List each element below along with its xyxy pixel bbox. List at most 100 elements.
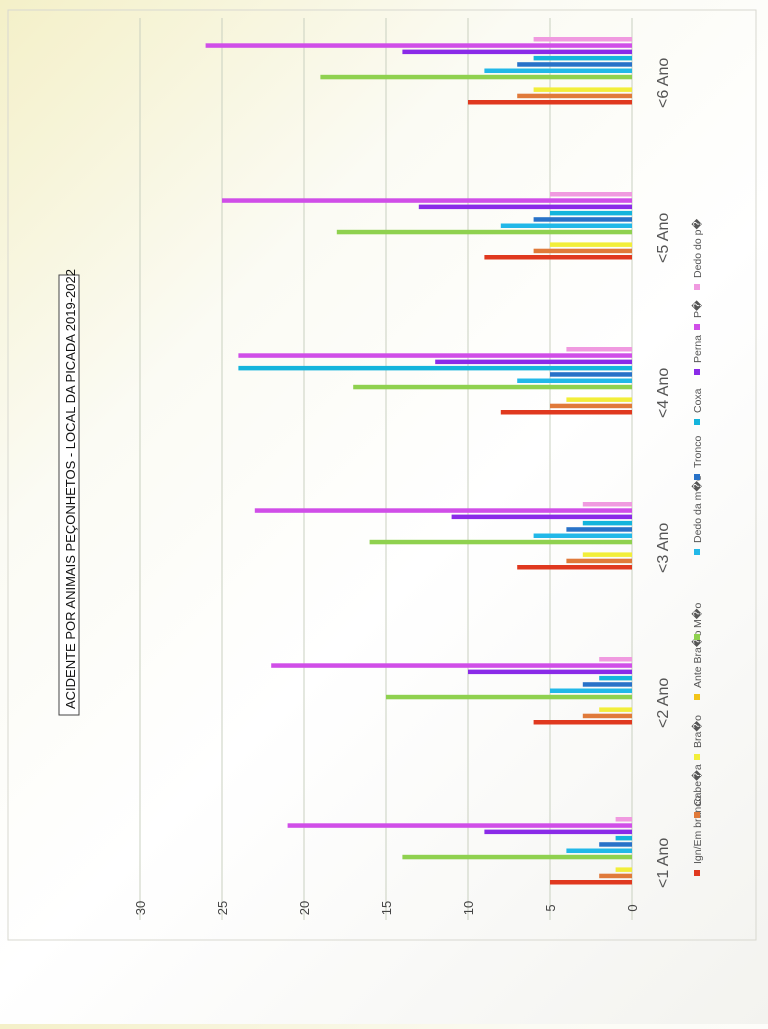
y-tick-label: 5 [543, 904, 558, 911]
legend-swatch [694, 549, 700, 555]
bar [320, 74, 632, 80]
y-axis-ticks: 0 5 10 15 20 25 30 [133, 901, 640, 915]
legend-label: Coxa [692, 388, 704, 413]
bar [468, 669, 632, 675]
bar [566, 347, 632, 352]
y-tick-label: 10 [461, 901, 476, 915]
bar [402, 854, 632, 860]
legend-swatch [694, 284, 700, 290]
legend-label: Ante Bra�o [690, 630, 704, 688]
bar [517, 62, 632, 67]
bar [566, 848, 632, 853]
y-tick-label: 0 [625, 904, 640, 911]
bar [566, 397, 632, 402]
category-label: <3 Ano [655, 523, 672, 573]
bar [566, 527, 632, 532]
legend-label: Tronco [692, 436, 704, 468]
bar [533, 87, 632, 92]
bar [582, 552, 632, 557]
bar [566, 558, 632, 564]
bar [550, 403, 632, 409]
bar [582, 502, 632, 507]
legend-label: M�o [690, 602, 704, 628]
bar [353, 384, 632, 390]
bar [402, 49, 632, 55]
bar [484, 255, 632, 260]
legend-label: Perna [692, 335, 704, 363]
bar [517, 378, 632, 383]
legend-swatch [694, 324, 700, 330]
bar [615, 835, 632, 841]
bar [582, 682, 632, 687]
legend-swatch [694, 754, 700, 760]
category-label: <2 Ano [655, 678, 672, 728]
bar [271, 663, 632, 668]
bar [615, 817, 632, 822]
bar [254, 508, 633, 513]
bar [599, 707, 632, 712]
bar [500, 223, 632, 228]
legend-label: P� [690, 299, 704, 318]
bar [205, 43, 632, 48]
bar [599, 675, 632, 681]
legend-swatch [694, 694, 700, 700]
bar [582, 520, 632, 526]
legend-label: Cabe�a [690, 764, 704, 806]
chart-title: ACIDENTE POR ANIMAIS PEÇONHETOS - LOCAL … [63, 269, 78, 709]
bar [386, 694, 632, 700]
bar [418, 204, 632, 210]
bar [550, 242, 632, 247]
bar [435, 359, 632, 365]
bar [336, 229, 632, 235]
chart-title-group: ACIDENTE POR ANIMAIS PEÇONHETOS - LOCAL … [58, 269, 80, 716]
bar [599, 873, 632, 879]
legend-swatch [694, 369, 700, 375]
bar [533, 37, 632, 42]
bar [238, 365, 632, 371]
bars [205, 37, 633, 885]
category-label: <6 Ano [655, 58, 672, 108]
bar [484, 68, 632, 73]
y-tick-label: 20 [297, 901, 312, 915]
bar [238, 353, 632, 358]
bar [550, 880, 632, 885]
legend-swatch [694, 812, 700, 818]
bar [484, 829, 632, 835]
legend-label: Dedo da m�o [690, 475, 704, 543]
bar [533, 55, 632, 61]
bar [468, 100, 632, 105]
bar [582, 713, 632, 719]
bar [500, 410, 632, 415]
gridlines [139, 18, 633, 920]
bar [599, 842, 632, 847]
bar [451, 514, 632, 520]
bar [550, 210, 632, 216]
bar [533, 217, 632, 222]
category-label: <1 Ano [655, 838, 672, 888]
legend-label: Dedo do p� [690, 218, 704, 278]
plot-background [7, 9, 757, 941]
category-label: <4 Ano [655, 368, 672, 418]
bar [222, 198, 632, 203]
bar [533, 720, 632, 725]
bar [533, 248, 632, 254]
bar [287, 823, 632, 828]
legend-label: Bra�o [690, 715, 704, 748]
bar [369, 539, 632, 545]
bar [550, 372, 632, 377]
category-labels: <1 Ano <2 Ano <3 Ano <4 Ano <5 Ano <6 Ano [655, 58, 672, 888]
y-tick-label: 30 [133, 901, 148, 915]
legend-swatch [694, 474, 700, 480]
bar [599, 657, 632, 662]
category-label: <5 Ano [655, 213, 672, 263]
bar [517, 565, 632, 570]
y-tick-label: 15 [379, 901, 394, 915]
bar [615, 867, 632, 872]
bar [550, 688, 632, 693]
bar [517, 93, 632, 99]
legend-swatch [694, 419, 700, 425]
legend-swatch [694, 634, 700, 640]
